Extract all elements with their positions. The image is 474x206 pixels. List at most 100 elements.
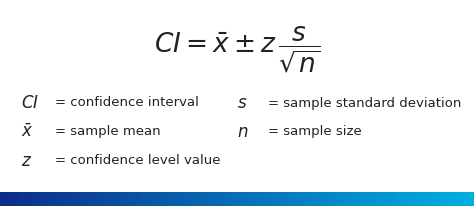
Bar [292,192,294,206]
Bar [98,192,100,206]
Bar [114,192,116,206]
Bar [76,192,78,206]
Bar [100,192,101,206]
Bar [79,192,81,206]
Bar [294,192,296,206]
Bar [248,192,250,206]
Bar [122,192,124,206]
Bar [153,192,155,206]
Bar [96,192,99,206]
Bar [177,192,179,206]
Bar [131,192,133,206]
Bar [400,192,402,206]
Bar [383,192,384,206]
Bar [174,192,176,206]
Text: = sample size: = sample size [268,125,362,138]
Bar [450,192,452,206]
Bar [147,192,149,206]
Bar [409,192,411,206]
Bar [346,192,348,206]
Bar [416,192,418,206]
Bar [47,192,49,206]
Bar [332,192,334,206]
Bar [289,192,291,206]
Bar [137,192,139,206]
Bar [442,192,445,206]
Bar [303,192,305,206]
Bar [194,192,196,206]
Bar [199,192,201,206]
Bar [427,192,428,206]
Bar [284,192,286,206]
Bar [373,192,375,206]
Bar [272,192,274,206]
Bar [118,192,120,206]
Bar [441,192,443,206]
Bar [463,192,465,206]
Bar [175,192,177,206]
Bar [234,192,236,206]
Bar [381,192,383,206]
Bar [193,192,195,206]
Bar [36,192,38,206]
Bar [360,192,362,206]
Bar [307,192,309,206]
Bar [419,192,421,206]
Bar [389,192,391,206]
Bar [299,192,301,206]
Bar [115,192,118,206]
Bar [365,192,367,206]
Bar [267,192,269,206]
Bar [313,192,315,206]
Bar [81,192,82,206]
Bar [295,192,298,206]
Bar [201,192,203,206]
Bar [310,192,312,206]
Bar [133,192,135,206]
Text: = sample mean: = sample mean [55,125,160,138]
Bar [347,192,350,206]
Bar [136,192,138,206]
Bar [161,192,163,206]
Bar [435,192,437,206]
Text: $n$: $n$ [237,123,248,141]
Bar [217,192,219,206]
Text: = confidence level value: = confidence level value [55,154,220,167]
Bar [25,192,27,206]
Bar [431,192,433,206]
Bar [228,192,229,206]
Bar [428,192,430,206]
Bar [454,192,456,206]
Bar [473,192,474,206]
Bar [327,192,329,206]
Bar [68,192,70,206]
Bar [65,192,67,206]
Bar [60,192,62,206]
Bar [205,192,208,206]
Bar [356,192,357,206]
Bar [430,192,432,206]
Bar [390,192,392,206]
Bar [401,192,403,206]
Bar [245,192,247,206]
Bar [471,192,473,206]
Bar [318,192,319,206]
Bar [246,192,248,206]
Bar [433,192,435,206]
Bar [439,192,441,206]
Bar [237,192,239,206]
Bar [148,192,151,206]
Bar [182,192,184,206]
Bar [169,192,171,206]
Bar [319,192,321,206]
Bar [335,192,337,206]
Bar [337,192,338,206]
Bar [466,192,468,206]
Bar [127,192,128,206]
Bar [142,192,144,206]
Text: $s$: $s$ [237,94,247,112]
Bar [269,192,271,206]
Text: = sample standard deviation: = sample standard deviation [268,96,461,110]
Bar [447,192,449,206]
Bar [270,192,272,206]
